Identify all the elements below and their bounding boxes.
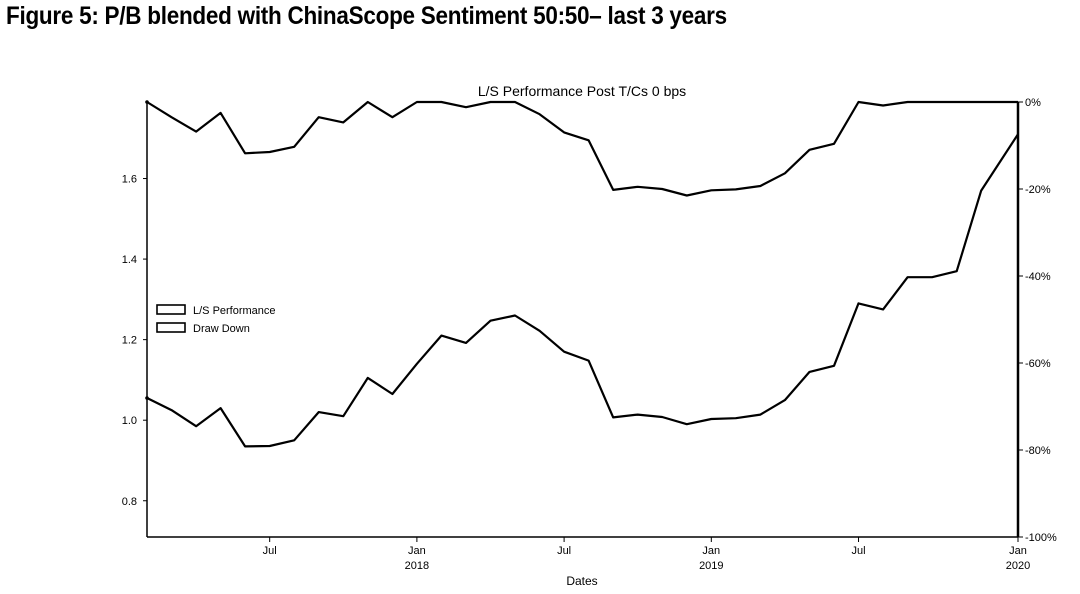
- x-tick-label: Jan: [1009, 545, 1027, 557]
- chart-title: L/S Performance Post T/Cs 0 bps: [478, 83, 686, 99]
- y-right-tick-label: -40%: [1025, 271, 1051, 283]
- x-tick-label: Jul: [263, 545, 277, 557]
- series-line-l-s-performance: [146, 133, 1019, 448]
- series-line-draw-down: [146, 100, 1018, 197]
- legend-label: Draw Down: [193, 323, 250, 335]
- y-left-tick-label: 1.4: [122, 254, 137, 266]
- y-left-tick-label: 1.2: [122, 335, 137, 347]
- x-tick-sublabel: 2018: [405, 560, 429, 572]
- y-right-tick-label: 0%: [1025, 97, 1041, 109]
- legend-label: L/S Performance: [193, 305, 276, 317]
- y-right-tick-label: -80%: [1025, 445, 1051, 457]
- x-tick-label: Jul: [557, 545, 571, 557]
- x-tick-label: Jan: [408, 545, 426, 557]
- figure-title: Figure 5: P/B blended with ChinaScope Se…: [6, 2, 727, 30]
- x-tick-sublabel: 2020: [1006, 560, 1030, 572]
- y-left-tick-label: 1.6: [122, 174, 137, 186]
- y-left-tick-label: 0.8: [122, 496, 137, 508]
- y-right-tick-label: -60%: [1025, 358, 1051, 370]
- legend-swatch: [156, 322, 186, 333]
- y-right-tick-label: -20%: [1025, 184, 1051, 196]
- x-tick-label: Jul: [851, 545, 865, 557]
- x-axis-label: Dates: [566, 574, 597, 588]
- x-tick-label: Jan: [702, 545, 720, 557]
- series-start-point: [145, 396, 149, 400]
- legend: L/S Performance Draw Down: [156, 304, 276, 335]
- legend-swatch: [156, 304, 186, 315]
- y-left-tick-label: 1.0: [122, 415, 137, 427]
- series-start-point: [145, 100, 149, 104]
- y-right-tick-label: -100%: [1025, 532, 1057, 544]
- x-tick-sublabel: 2019: [699, 560, 723, 572]
